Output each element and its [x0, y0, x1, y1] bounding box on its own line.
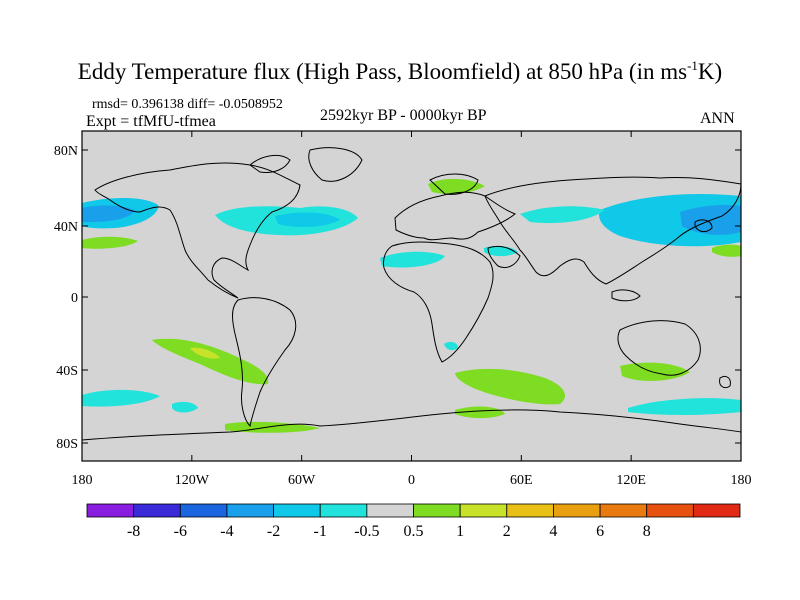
- longitude-axis: 180 120W 60W 0 60E 120E 180: [72, 131, 752, 488]
- coast-australia: [617, 320, 701, 376]
- figure-title: Eddy Temperature flux (High Pass, Bloomf…: [0, 58, 800, 85]
- colorbar-label: 2: [503, 523, 511, 540]
- anomaly-negative-southern-ocean-east: [628, 398, 741, 415]
- coast-asia: [484, 176, 741, 285]
- anomaly-positive-pacific-west: [82, 236, 138, 249]
- anomaly-positive-australia-south: [620, 362, 690, 381]
- season-label: ANN: [700, 110, 735, 127]
- coast-arabia: [487, 245, 521, 269]
- colorbar-label: -8: [127, 523, 140, 540]
- colorbar-swatch: [553, 503, 601, 518]
- colorbar-label: 0.5: [404, 523, 424, 540]
- colorbar-label: 6: [596, 523, 604, 540]
- lon-tick-label: 120W: [175, 473, 210, 488]
- coast-new-zealand: [719, 375, 731, 389]
- colorbar-label: -4: [220, 523, 233, 540]
- coast-europe: [394, 191, 516, 241]
- lon-tick-label: 0: [408, 473, 415, 488]
- title-text: Eddy Temperature flux (High Pass, Bloomf…: [77, 59, 688, 84]
- coastlines: [82, 147, 741, 441]
- colorbar-swatch: [692, 503, 741, 518]
- colorbar-swatch: [506, 503, 554, 518]
- lon-tick-label: 120E: [616, 473, 646, 488]
- colorbar-swatch: [86, 503, 135, 518]
- colorbar-label: -6: [174, 523, 187, 540]
- coast-indonesia: [611, 289, 641, 302]
- colorbar-swatch: [413, 503, 461, 518]
- coast-antarctica: [82, 409, 741, 441]
- coast-north-america: [94, 162, 301, 299]
- anomaly-negative-north-atlantic-core: [275, 212, 340, 228]
- anomaly-positive-south-pacific-core: [190, 347, 220, 359]
- anomaly-fields: [82, 178, 741, 433]
- lon-tick-label: 60E: [510, 473, 533, 488]
- title-superscript: -1: [687, 58, 698, 73]
- lat-tick-label: 40S: [56, 364, 78, 379]
- anomaly-strong-negative-north-pacific-west: [82, 205, 135, 223]
- lat-tick-label: 0: [71, 291, 78, 306]
- colorbar-swatch: [646, 503, 694, 518]
- colorbar-swatch: [179, 503, 228, 518]
- colorbar-label: -2: [267, 523, 280, 540]
- anomaly-negative-south-pacific-west: [82, 389, 160, 407]
- colorbar-label: 8: [643, 523, 651, 540]
- anomaly-positive-pacific-east: [712, 244, 741, 257]
- anomaly-positive-southern-ocean: [455, 406, 505, 419]
- colorbar: -8 -6 -4 -2 -1 -0.5 0.5 1 2 4 6 8: [86, 503, 741, 540]
- colorbar-swatch: [319, 503, 368, 518]
- title-unit-tail: K): [697, 59, 723, 84]
- coast-greenland: [308, 147, 363, 182]
- lon-tick-label: 180: [731, 473, 752, 488]
- lon-tick-label: 60W: [288, 473, 316, 488]
- coast-arctic-islands: [249, 154, 291, 173]
- colorbar-label: 4: [549, 523, 557, 540]
- colorbar-swatch: [459, 503, 508, 518]
- coast-south-america: [232, 297, 297, 428]
- lat-tick-label: 40N: [54, 220, 78, 235]
- anomaly-negative-madagascar: [444, 341, 458, 351]
- anomaly-negative-south-pacific-small: [172, 401, 198, 413]
- colorbar-label: -1: [314, 523, 327, 540]
- coast-japan: [694, 219, 713, 233]
- lat-tick-label: 80N: [54, 144, 78, 159]
- colorbar-swatch: [273, 503, 321, 518]
- stats-text: rmsd= 0.396138 diff= -0.0508952: [92, 97, 283, 112]
- experiment-label: Expt = tfMfU-tfmea: [86, 113, 216, 130]
- lon-tick-label: 180: [72, 473, 93, 488]
- anomaly-positive-scandinavia: [428, 178, 485, 194]
- colorbar-swatch: [366, 503, 414, 518]
- anomaly-positive-south-indian: [455, 368, 565, 405]
- colorbar-label: -0.5: [354, 523, 379, 540]
- anomaly-negative-central-asia: [520, 206, 605, 224]
- lat-tick-label: 80S: [56, 437, 78, 452]
- coast-africa: [383, 241, 494, 363]
- colorbar-label: 1: [456, 523, 464, 540]
- colorbar-swatch: [133, 503, 181, 518]
- coast-scandinavia: [429, 173, 479, 195]
- latitude-axis: 80N 40N 0 40S 80S: [54, 144, 741, 452]
- period-label: 2592kyr BP - 0000kyr BP: [320, 107, 487, 124]
- colorbar-swatch: [599, 503, 648, 518]
- anomaly-positive-south-pacific: [152, 338, 269, 385]
- anomaly-negative-north-africa: [380, 251, 445, 268]
- colorbar-swatch: [226, 503, 274, 518]
